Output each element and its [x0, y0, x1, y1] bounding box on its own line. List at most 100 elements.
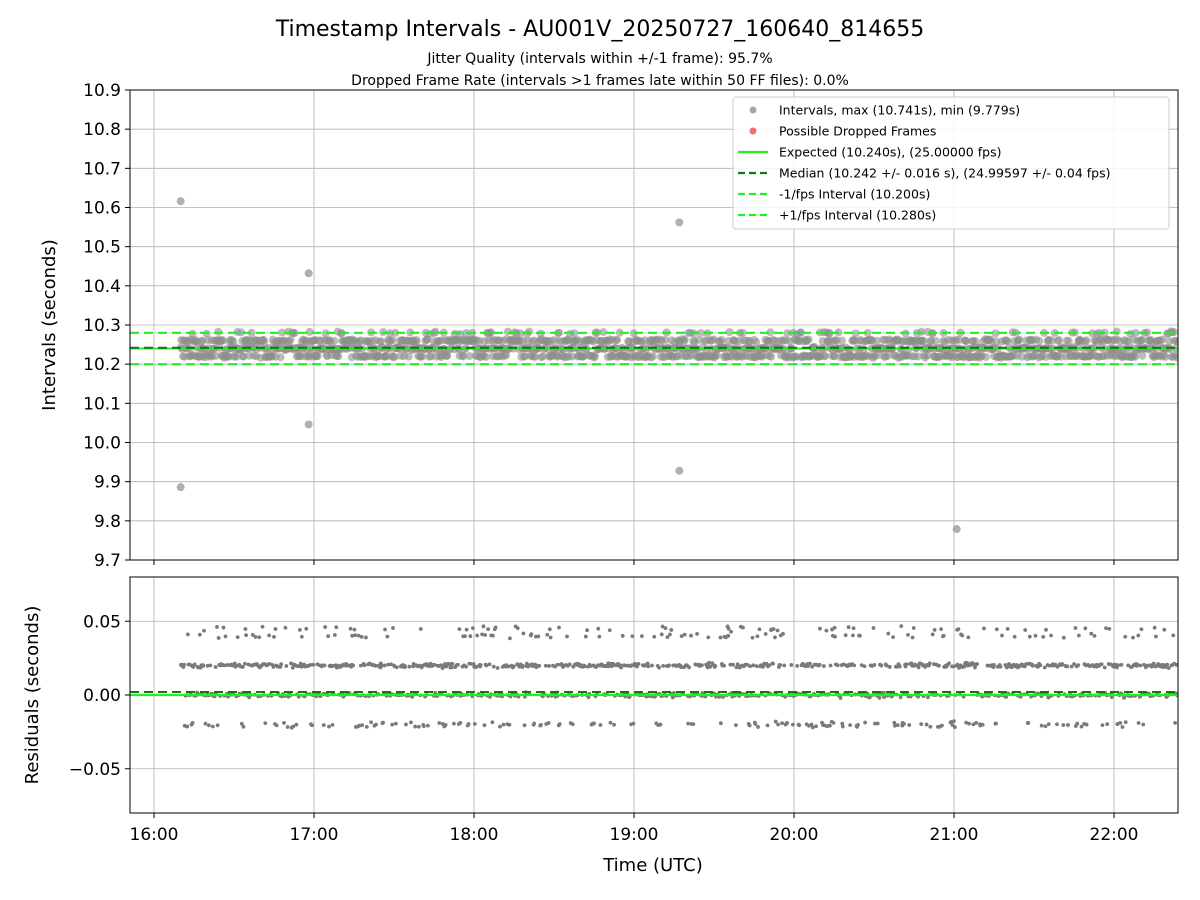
residual-point: [332, 633, 337, 637]
residual-point: [1115, 722, 1120, 726]
residual-point: [708, 664, 713, 669]
residual-point: [891, 635, 895, 639]
legend-label: -1/fps Interval (10.200s): [779, 187, 930, 202]
residual-point: [682, 632, 687, 637]
residual-point: [971, 722, 976, 727]
residual-point: [455, 662, 460, 667]
residual-point: [964, 720, 969, 725]
interval-point: [486, 328, 495, 337]
residual-point: [190, 721, 195, 725]
interval-point: [825, 329, 834, 338]
interval-point: [991, 329, 1000, 338]
residual-point: [795, 664, 800, 668]
residual-point: [810, 664, 815, 669]
residual-point: [1026, 721, 1031, 725]
residual-point: [326, 634, 331, 638]
residual-point: [353, 633, 358, 638]
interval-point: [276, 353, 285, 362]
interval-point: [330, 336, 339, 345]
residual-point: [899, 624, 904, 629]
residual-point: [272, 634, 276, 639]
residual-point: [452, 721, 456, 726]
residual-point: [607, 628, 612, 633]
legend-label: Median (10.242 +/- 0.016 s), (24.99597 +…: [779, 166, 1110, 181]
interval-point: [286, 335, 295, 344]
residual-point: [1149, 664, 1154, 669]
residual-point: [182, 662, 186, 667]
residual-point: [952, 719, 956, 724]
interval-point: [247, 328, 256, 337]
chart-subtitle-jitter: Jitter Quality (intervals within +/-1 fr…: [426, 51, 772, 67]
residual-point: [1012, 634, 1017, 639]
interval-point: [568, 352, 577, 361]
interval-point: [1055, 336, 1064, 345]
residual-point: [582, 664, 587, 669]
residual-point: [851, 626, 856, 631]
residual-point: [223, 634, 228, 639]
residual-point: [658, 722, 663, 727]
residual-point: [373, 663, 378, 668]
residual-point: [898, 695, 903, 700]
legend-box: [732, 96, 1170, 230]
interval-outlier-point: [304, 269, 313, 278]
interval-outlier-point: [304, 420, 313, 429]
residual-point: [294, 722, 299, 727]
interval-point: [232, 352, 241, 361]
residual-point: [939, 627, 943, 632]
residual-point: [449, 665, 454, 670]
interval-point: [305, 327, 314, 336]
residual-point: [466, 722, 471, 726]
residual-point: [1055, 664, 1060, 669]
residual-point: [1044, 627, 1048, 632]
residual-point: [832, 625, 837, 630]
residual-point: [1065, 664, 1070, 669]
residual-point: [547, 627, 552, 632]
residual-point: [1123, 634, 1128, 639]
residual-point: [279, 662, 284, 667]
residual-point: [364, 635, 368, 640]
interval-point: [1161, 352, 1170, 361]
residual-point: [753, 722, 758, 726]
residual-point: [1084, 722, 1089, 727]
residual-point: [919, 722, 924, 727]
residual-point: [734, 665, 739, 670]
residual-point: [1041, 634, 1046, 639]
residual-point: [1104, 626, 1108, 631]
residual-point: [480, 632, 484, 637]
residual-point: [521, 664, 525, 668]
interval-point: [313, 352, 322, 361]
residual-point: [1047, 663, 1052, 668]
residual-point: [537, 663, 542, 668]
residual-point: [240, 665, 245, 669]
residual-point: [1076, 633, 1081, 638]
residual-point: [657, 665, 662, 670]
interval-point: [931, 336, 940, 345]
residual-point: [557, 722, 562, 726]
residual-point: [667, 663, 671, 668]
residual-point: [203, 721, 208, 726]
residual-point: [631, 721, 636, 726]
residual-point: [404, 722, 408, 727]
residual-point: [1038, 663, 1043, 668]
y-axis-label-intervals: Intervals (seconds): [39, 239, 60, 411]
residual-point: [722, 663, 727, 668]
residual-point: [838, 696, 843, 700]
residual-point: [887, 665, 892, 669]
residual-point: [390, 722, 395, 727]
residual-point: [781, 631, 785, 636]
residual-point: [973, 665, 977, 670]
residual-point: [778, 663, 783, 667]
interval-point: [797, 328, 806, 337]
residual-point: [620, 633, 625, 638]
legend-marker: [749, 106, 757, 114]
residual-point: [210, 724, 215, 729]
residual-point: [846, 625, 851, 630]
residual-point: [932, 627, 937, 632]
interval-point: [334, 352, 343, 361]
residual-point: [358, 663, 363, 668]
residual-point: [437, 721, 442, 725]
legend-label: Intervals, max (10.741s), min (9.779s): [779, 103, 1020, 118]
residual-point: [244, 633, 248, 638]
residual-point: [348, 626, 353, 631]
